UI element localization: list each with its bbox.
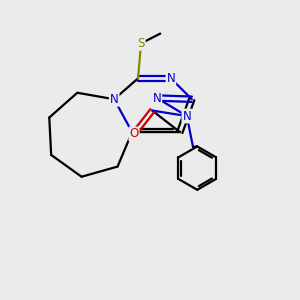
Text: N: N bbox=[167, 72, 175, 85]
Text: N: N bbox=[182, 110, 191, 122]
Text: N: N bbox=[110, 93, 118, 106]
Text: O: O bbox=[129, 128, 139, 140]
Text: S: S bbox=[137, 37, 145, 50]
Text: N: N bbox=[152, 92, 161, 104]
